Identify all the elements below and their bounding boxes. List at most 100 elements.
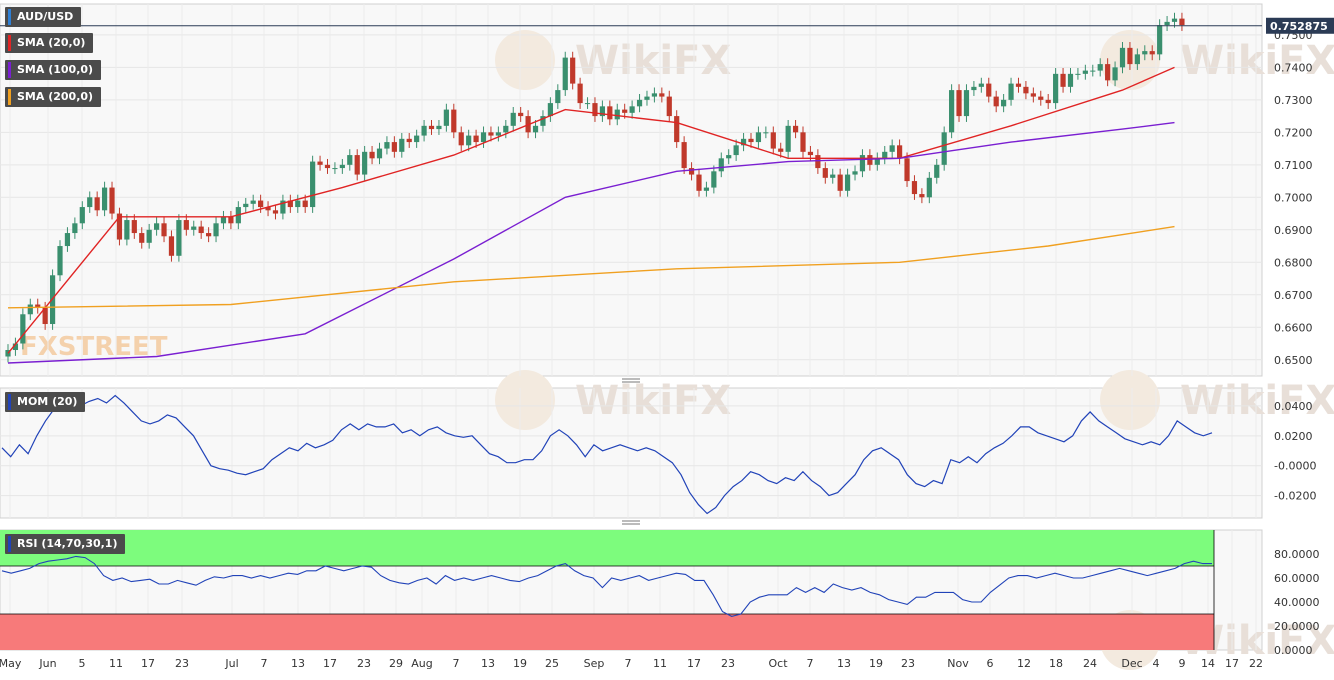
candle-body (889, 145, 895, 152)
rsi-tick-label: 60.0000 (1274, 572, 1320, 585)
price-tick-label: 0.6600 (1274, 321, 1313, 334)
date-tick-label: 19 (513, 657, 527, 670)
candle-body (324, 164, 331, 169)
candle-body (272, 210, 279, 214)
price-tick-label: 0.7100 (1274, 159, 1313, 172)
date-tick-label: 24 (1083, 657, 1097, 670)
candle-body (213, 223, 219, 237)
candle-body (1164, 21, 1170, 26)
candle-body (614, 109, 620, 120)
candle-body (941, 132, 947, 165)
date-tick-label: Jun (38, 657, 56, 670)
candle-body (421, 125, 427, 136)
price-tick-label: 0.7300 (1274, 94, 1313, 107)
candle-body (42, 307, 48, 325)
candle-body (1149, 51, 1155, 55)
rsi-tick-label: 0.0000 (1274, 644, 1313, 657)
date-tick-label: 22 (1249, 657, 1263, 670)
legend-sma100[interactable]: SMA (100,0) (5, 60, 102, 80)
candle-body (191, 226, 197, 230)
candle-body (64, 233, 71, 247)
candle-body (146, 229, 152, 243)
legend-rsi-label: RSI (14,70,30,1) (17, 537, 118, 550)
candle-body (740, 138, 747, 146)
candle-body (139, 233, 145, 243)
candle-body (287, 200, 293, 208)
candle-body (1105, 64, 1111, 81)
candle-body (154, 223, 160, 230)
candle-body (228, 216, 234, 224)
date-tick-label: 12 (1017, 657, 1031, 670)
candle-body (986, 83, 992, 97)
candle-body (882, 151, 888, 159)
rsi-overbought-band (0, 530, 1214, 566)
panel-1-background (0, 3, 1263, 377)
candle-body (124, 220, 130, 240)
candle-body (1112, 67, 1118, 81)
candle-body (295, 200, 301, 208)
date-tick-label: 14 (1201, 657, 1215, 670)
candle-body (792, 125, 799, 133)
candle-body (458, 132, 464, 146)
candle-body (733, 145, 739, 156)
candle-body (1015, 83, 1022, 87)
candle-body (399, 138, 405, 152)
candle-body (206, 233, 212, 237)
candle-body (466, 135, 472, 146)
legend-sma20[interactable]: SMA (20,0) (5, 33, 94, 53)
date-tick-label: 18 (1049, 657, 1063, 670)
candle-body (1171, 18, 1178, 22)
date-tick-label: 19 (869, 657, 883, 670)
candle-body (570, 57, 576, 84)
candle-body (1157, 25, 1163, 55)
candle-body (101, 187, 108, 211)
date-tick-label: Nov (947, 657, 969, 670)
candle-body (622, 109, 628, 113)
candle-body (711, 171, 717, 188)
legend-rsi[interactable]: RSI (14,70,30,1) (5, 534, 126, 554)
candle-body (116, 213, 123, 240)
date-tick-label: 17 (687, 657, 701, 670)
candle-body (755, 132, 762, 143)
candle-body (852, 171, 858, 175)
candle-body (778, 148, 784, 152)
legend-mom[interactable]: MOM (20) (5, 392, 86, 412)
symbol-label[interactable]: AUD/USD (5, 7, 82, 27)
date-tick-label: 17 (1225, 657, 1239, 670)
legend-sma20-label: SMA (20,0) (17, 36, 86, 49)
candle-body (488, 132, 494, 136)
date-tick-label: 6 (987, 657, 994, 670)
candle-body (503, 125, 509, 133)
candle-body (1045, 99, 1051, 104)
candle-body (822, 168, 828, 178)
date-tick-label: 13 (837, 657, 851, 670)
candle-body (674, 116, 680, 143)
candle-body (495, 132, 501, 136)
candle-body (562, 57, 568, 91)
candle-body (703, 187, 710, 191)
candle-body (406, 138, 412, 143)
sma-line-2 (7, 121, 1175, 364)
candle-body (688, 168, 695, 175)
candle-body (280, 200, 286, 214)
date-tick-label: 23 (175, 657, 189, 670)
candle-body (362, 151, 368, 175)
candle-body (391, 142, 397, 152)
legend-sma200[interactable]: SMA (200,0) (5, 87, 102, 107)
date-tick-label: Oct (768, 657, 788, 670)
date-tick-label: Dec (1121, 657, 1142, 670)
candle-body (265, 207, 271, 211)
candle-body (473, 135, 479, 143)
candle-body (577, 83, 583, 104)
candle-body (250, 200, 256, 204)
candle-body (607, 106, 613, 120)
candle-body (1119, 47, 1126, 68)
candle-body (1134, 54, 1140, 65)
candle-body (963, 90, 970, 117)
candle-body (1060, 73, 1066, 87)
candle-body (837, 174, 843, 191)
candle-body (72, 223, 78, 234)
candle-body (949, 90, 955, 133)
candle-body (1075, 73, 1081, 75)
